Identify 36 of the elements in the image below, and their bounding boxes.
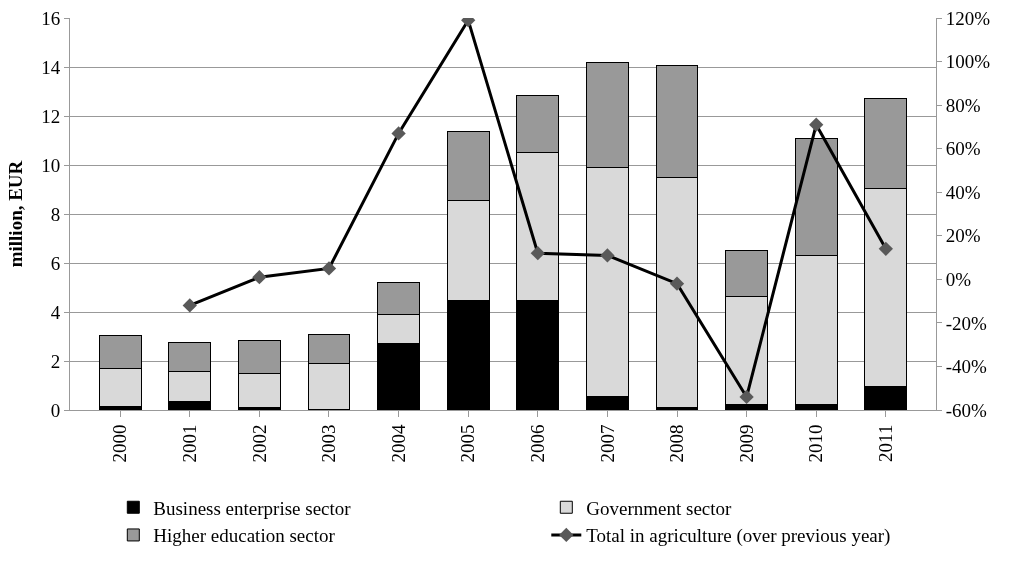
x-tick-label: 2004 bbox=[387, 424, 409, 463]
y-axis-title: million, EUR bbox=[5, 160, 26, 268]
y2-tick-label: -60% bbox=[945, 399, 988, 421]
y2-tick-label: 60% bbox=[945, 138, 981, 160]
y-tick-label: 16 bbox=[41, 7, 61, 29]
x-tick-label: 2001 bbox=[178, 424, 200, 463]
x-tick-label: 2007 bbox=[596, 424, 618, 463]
x-tick-label: 2010 bbox=[805, 424, 827, 463]
y-tick-label: 2 bbox=[50, 350, 61, 372]
y2-tick-label: 100% bbox=[945, 51, 991, 73]
y2-tick-label: 80% bbox=[945, 94, 981, 116]
legend-label: Government sector bbox=[586, 497, 733, 519]
x-tick-label: 2002 bbox=[248, 424, 270, 463]
y2-tick-label: 120% bbox=[945, 7, 991, 29]
x-tick-label: 2008 bbox=[666, 424, 688, 463]
y-tick-label: 4 bbox=[50, 301, 61, 323]
x-tick-label: 2006 bbox=[526, 424, 548, 463]
y2-tick-label: 40% bbox=[945, 181, 981, 203]
x-tick-label: 2009 bbox=[735, 424, 757, 463]
y2-tick-label: -20% bbox=[945, 312, 988, 334]
y-tick-label: 10 bbox=[41, 154, 61, 176]
x-tick-label: 2005 bbox=[457, 424, 479, 463]
y-tick-label: 6 bbox=[50, 252, 61, 274]
legend-label: Business enterprise sector bbox=[153, 497, 352, 519]
y-tick-label: 0 bbox=[50, 399, 61, 421]
legend-label: Total in agriculture (over previous year) bbox=[586, 525, 891, 548]
x-tick-label: 2000 bbox=[109, 424, 131, 463]
y-tick-label: 8 bbox=[50, 203, 61, 225]
y2-tick-label: 0% bbox=[945, 268, 972, 290]
x-tick-label: 2011 bbox=[875, 424, 897, 462]
y2-tick-label: 20% bbox=[945, 225, 981, 247]
y2-tick-label: -40% bbox=[945, 356, 988, 378]
y-tick-label: 14 bbox=[41, 56, 61, 78]
x-tick-label: 2003 bbox=[318, 424, 340, 463]
y-tick-label: 12 bbox=[41, 105, 61, 127]
legend-label: Higher education sector bbox=[153, 525, 336, 547]
